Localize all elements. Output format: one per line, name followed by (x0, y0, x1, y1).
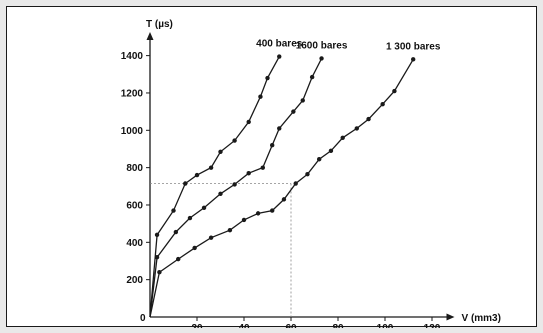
data-point (392, 88, 397, 94)
data-point (192, 245, 197, 251)
x-tick-label: 20 (191, 323, 203, 328)
series-2: 1600 bares (149, 40, 348, 318)
x-tick-label: 120 (424, 323, 441, 328)
data-point (265, 75, 270, 81)
origin-label: 0 (140, 313, 146, 324)
line-chart: V (mm3) T (µs) 0 20 40 60 80 100 120 200 400 60… (121, 19, 501, 328)
data-point (232, 138, 237, 143)
data-point (218, 191, 223, 196)
chart-frame: V (mm3) T (µs) 0 20 40 60 80 100 120 200 400 60… (6, 6, 537, 328)
data-point (328, 148, 334, 154)
data-point (309, 74, 315, 80)
x-tick-label: 40 (238, 323, 250, 328)
y-tick-label: 1000 (121, 126, 144, 137)
data-point (246, 119, 251, 125)
chart-axes: V (mm3) T (µs) 0 (140, 19, 501, 324)
data-point (154, 232, 160, 238)
data-point (300, 98, 305, 103)
y-tick-label: 800 (126, 163, 143, 174)
data-point (260, 165, 265, 170)
y-ticks: 200 400 600 800 1000 1200 1400 (121, 51, 150, 286)
y-axis-title: T (µs) (146, 19, 173, 30)
series-1: 400 bares (149, 39, 303, 318)
x-ticks: 20 40 60 80 100 120 (191, 317, 441, 328)
data-point (255, 211, 261, 216)
data-point (171, 208, 176, 213)
data-point (176, 256, 181, 262)
data-point (293, 181, 298, 186)
data-point (258, 94, 263, 99)
series-line (149, 56, 280, 318)
data-point (277, 54, 282, 59)
data-point (173, 229, 179, 235)
data-point (208, 165, 214, 170)
series-3: 1 300 bares (149, 41, 441, 318)
data-point (201, 205, 207, 210)
data-point (241, 217, 247, 223)
series-line (149, 59, 414, 318)
reference-lines (150, 183, 292, 317)
data-point (291, 109, 296, 114)
data-point (232, 182, 237, 187)
y-tick-label: 600 (126, 200, 143, 211)
data-point (270, 143, 275, 148)
data-point (227, 227, 233, 233)
x-tick-label: 60 (285, 323, 297, 328)
data-point (380, 101, 385, 107)
series-label: 1600 bares (296, 40, 348, 51)
data-point (218, 149, 223, 154)
series-line (149, 58, 323, 318)
data-point (340, 135, 345, 140)
y-axis-arrow (146, 31, 154, 40)
y-tick-label: 1400 (121, 51, 144, 62)
data-point (366, 116, 371, 122)
data-point (208, 235, 214, 240)
x-axis-arrow (446, 313, 455, 321)
data-point (187, 215, 193, 221)
data-point (277, 126, 282, 131)
data-point (246, 171, 251, 176)
data-point (154, 255, 160, 260)
data-point (281, 197, 287, 202)
data-point (194, 172, 200, 178)
y-tick-label: 200 (126, 275, 143, 286)
series-label: 1 300 bares (386, 41, 441, 52)
data-point (270, 208, 275, 213)
y-tick-label: 400 (126, 238, 143, 249)
series-label: 400 bares (256, 39, 303, 50)
data-point (411, 57, 416, 62)
x-axis-title: V (mm3) (462, 313, 501, 324)
data-point (157, 269, 162, 275)
data-point (183, 181, 188, 186)
x-tick-label: 80 (332, 323, 344, 328)
data-point (319, 56, 324, 61)
data-point (305, 171, 310, 177)
data-point (317, 157, 322, 162)
x-tick-label: 100 (377, 323, 394, 328)
data-point (354, 126, 359, 131)
y-tick-label: 1200 (121, 88, 144, 99)
